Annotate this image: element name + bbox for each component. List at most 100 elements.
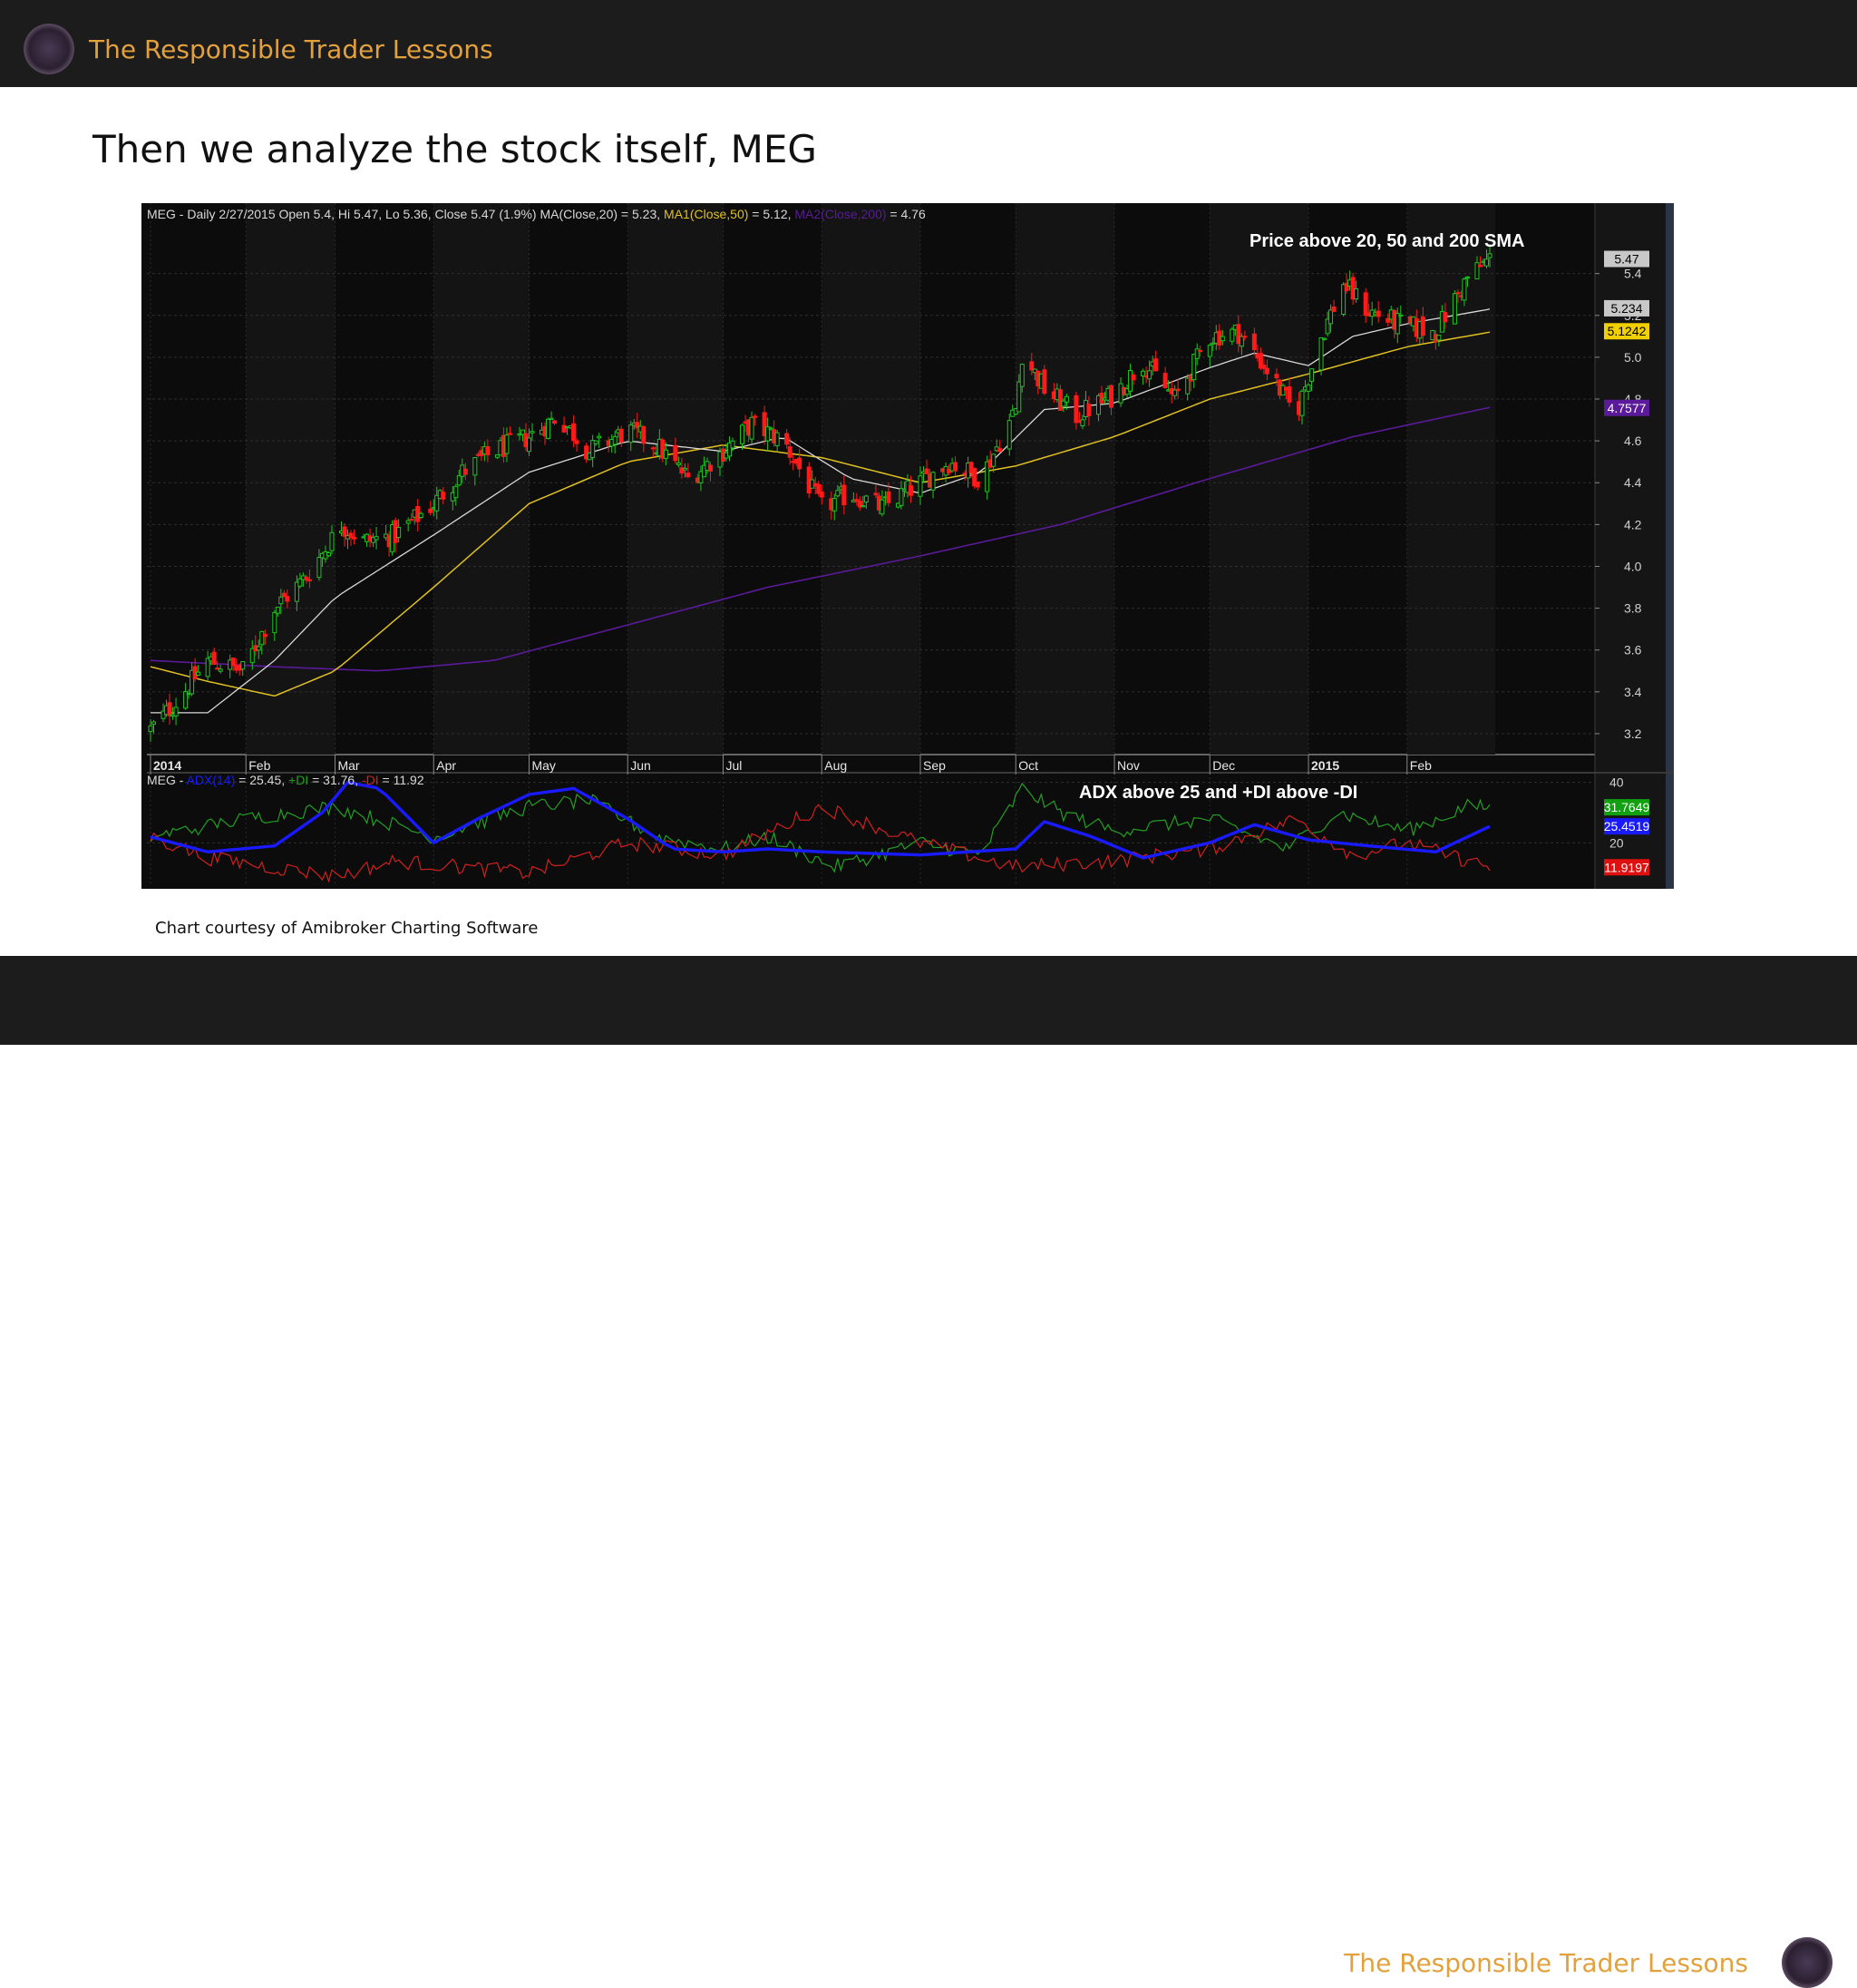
month-label: 2014 bbox=[153, 758, 181, 773]
candle-down bbox=[1331, 307, 1337, 312]
price-value-tag-label: 5.234 bbox=[1610, 301, 1642, 316]
candle-down bbox=[1175, 388, 1181, 392]
candle-down bbox=[1109, 385, 1114, 408]
chart-scrollbar bbox=[1666, 203, 1674, 889]
candle-up bbox=[472, 456, 478, 476]
candle-up bbox=[930, 472, 936, 491]
ma200-line bbox=[150, 406, 1491, 672]
candle-up bbox=[1207, 345, 1212, 357]
month-label: Jul bbox=[725, 758, 742, 773]
candle-down bbox=[679, 467, 685, 474]
candle-up bbox=[504, 434, 510, 454]
candle-down bbox=[641, 425, 647, 444]
month-band bbox=[1016, 203, 1115, 755]
indicator-value-tag-label: 25.4519 bbox=[1604, 819, 1650, 833]
month-band bbox=[1210, 203, 1309, 755]
candle-down bbox=[997, 448, 1003, 453]
price-annotation: Price above 20, 50 and 200 SMA bbox=[1249, 231, 1525, 251]
candle-down bbox=[660, 439, 666, 459]
candle-down bbox=[1258, 353, 1263, 369]
candle-down bbox=[1350, 277, 1356, 300]
candle-down bbox=[968, 462, 974, 473]
indicator-tick-label: 20 bbox=[1609, 835, 1624, 850]
candle-down bbox=[409, 519, 414, 521]
candle-up bbox=[612, 435, 617, 445]
candle-up bbox=[1341, 284, 1347, 316]
candle-up bbox=[1141, 370, 1146, 376]
candle-down bbox=[352, 536, 357, 540]
candle-down bbox=[584, 445, 589, 460]
candle-down bbox=[1057, 389, 1063, 411]
candle-up bbox=[663, 449, 668, 459]
candle-down bbox=[281, 592, 287, 598]
candle-down bbox=[650, 447, 656, 450]
footer-bar: The Responsible Trader Lessons bbox=[0, 956, 1857, 1988]
candle-up bbox=[405, 520, 411, 524]
candle-down bbox=[1162, 373, 1168, 388]
candle-up bbox=[749, 416, 754, 440]
candle-up bbox=[205, 658, 210, 677]
candle-up bbox=[676, 462, 681, 465]
candle-up bbox=[835, 490, 841, 497]
ma50-line bbox=[150, 331, 1491, 697]
price-tick-label: 4.4 bbox=[1624, 475, 1642, 490]
candle-up bbox=[1483, 258, 1489, 267]
candle-down bbox=[1376, 310, 1381, 317]
month-label: Feb bbox=[248, 758, 270, 773]
candle-down bbox=[975, 481, 980, 488]
candle-up bbox=[418, 512, 423, 519]
indicator-tick-label: 40 bbox=[1609, 775, 1624, 790]
month-label: Oct bbox=[1018, 758, 1038, 773]
candle-up bbox=[1019, 364, 1025, 387]
chart-caption: Chart courtesy of Amibroker Charting Sof… bbox=[155, 919, 539, 938]
candle-up bbox=[371, 537, 376, 543]
candle-up bbox=[899, 488, 904, 506]
candle-down bbox=[908, 485, 913, 496]
candle-down bbox=[841, 484, 847, 506]
price-value-tag bbox=[1604, 323, 1649, 340]
candles bbox=[148, 245, 1492, 743]
candle-down bbox=[230, 658, 236, 667]
candle-up bbox=[860, 505, 866, 508]
logo-icon bbox=[1782, 1937, 1833, 1988]
candle-down bbox=[1344, 282, 1349, 291]
candle-down bbox=[285, 596, 290, 602]
price-tick-label: 4.2 bbox=[1624, 517, 1642, 531]
price-value-tag bbox=[1604, 250, 1649, 268]
candle-up bbox=[316, 557, 322, 579]
candle-down bbox=[1420, 316, 1425, 336]
candle-up bbox=[682, 467, 687, 471]
plus-di-line bbox=[150, 782, 1491, 873]
candle-up bbox=[701, 464, 706, 478]
candle-down bbox=[1264, 367, 1269, 375]
candle-down bbox=[1074, 395, 1079, 424]
candle-up bbox=[240, 660, 246, 670]
candle-down bbox=[972, 467, 977, 487]
candle-down bbox=[348, 532, 354, 539]
candle-down bbox=[816, 483, 822, 494]
candle-up bbox=[730, 440, 735, 449]
candle-down bbox=[685, 473, 691, 478]
candle-down bbox=[342, 526, 347, 537]
candle-up bbox=[774, 432, 780, 446]
candle-up bbox=[275, 606, 280, 614]
candle-down bbox=[784, 433, 790, 445]
footer-brand: The Responsible Trader Lessons bbox=[1344, 1948, 1748, 1978]
candle-down bbox=[428, 508, 433, 513]
candle-up bbox=[1220, 336, 1225, 342]
month-band bbox=[1406, 203, 1495, 755]
candle-up bbox=[1230, 328, 1235, 342]
candle-up bbox=[1464, 276, 1470, 279]
indicator-value-tag-label: 31.7649 bbox=[1604, 800, 1650, 814]
candle-up bbox=[740, 424, 745, 444]
candle-up bbox=[183, 691, 189, 709]
candle-up bbox=[494, 454, 500, 458]
candle-up bbox=[549, 417, 554, 420]
candle-up bbox=[1006, 420, 1012, 450]
month-label: 2015 bbox=[1311, 758, 1339, 773]
candle-up bbox=[272, 611, 277, 634]
candle-down bbox=[762, 412, 767, 437]
candle-down bbox=[886, 491, 891, 503]
candle-up bbox=[259, 630, 265, 646]
candle-down bbox=[462, 468, 468, 475]
